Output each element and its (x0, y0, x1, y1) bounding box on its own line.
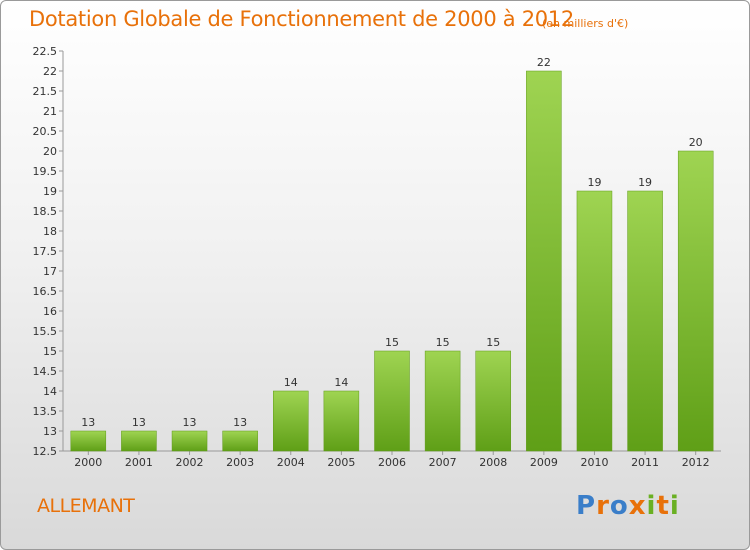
logo-letter: o (609, 491, 629, 521)
y-tick-label: 19.5 (33, 165, 58, 178)
logo-letter: t (656, 491, 670, 521)
x-tick-label: 2011 (631, 456, 659, 469)
data-label: 13 (183, 416, 197, 429)
y-tick-label: 22.5 (33, 45, 58, 58)
bar (576, 190, 613, 452)
y-tick-label: 19 (43, 185, 57, 198)
y-tick-label: 20.5 (33, 125, 58, 138)
y-tick-label: 16.5 (33, 285, 58, 298)
data-label: 19 (587, 176, 601, 189)
data-label: 15 (486, 336, 500, 349)
data-label: 19 (638, 176, 652, 189)
x-tick-label: 2006 (378, 456, 406, 469)
x-tick-label: 2003 (226, 456, 254, 469)
bar (323, 390, 360, 452)
bar (627, 190, 663, 452)
x-tick-label: 2000 (74, 456, 102, 469)
x-tick-label: 2008 (479, 456, 507, 469)
y-tick-label: 17 (43, 265, 57, 278)
data-label: 13 (233, 416, 247, 429)
x-tick-label: 2002 (176, 456, 204, 469)
x-tick-label: 2010 (580, 456, 608, 469)
y-tick-label: 21 (43, 105, 57, 118)
data-label: 15 (436, 336, 450, 349)
bar (526, 70, 562, 452)
x-tick-label: 2007 (429, 456, 457, 469)
y-tick-label: 21.5 (33, 85, 58, 98)
bar (171, 430, 208, 452)
x-tick-label: 2012 (682, 456, 710, 469)
data-label: 13 (132, 416, 146, 429)
logo-letter: i (646, 491, 657, 521)
labels: 2000 13 2001 13 2002 13 2003 13 2004 14 2005 14 2006… (74, 56, 709, 469)
y-tick-label: 14.5 (33, 365, 58, 378)
x-tick-label: 2001 (125, 456, 153, 469)
bar (121, 430, 157, 452)
y-tick-label: 15 (43, 345, 57, 358)
bar (273, 390, 309, 452)
proxiti-logo[interactable]: Proxiti (576, 491, 680, 521)
chart-unit-note: (en milliers d'€) (542, 17, 629, 30)
data-label: 14 (284, 376, 298, 389)
y-tick-label: 15.5 (33, 325, 58, 338)
bar (475, 350, 511, 452)
data-label: 13 (81, 416, 95, 429)
y-tick-label: 13.5 (33, 405, 58, 418)
chart-title: Dotation Globale de Fonctionnement de 20… (29, 7, 574, 31)
logo-letter: P (576, 491, 597, 521)
logo-letter: x (628, 491, 647, 521)
y-tick-label: 17.5 (33, 245, 58, 258)
logo-letter: r (596, 491, 610, 521)
bar (222, 430, 258, 452)
x-tick-label: 2009 (530, 456, 558, 469)
commune-name: ALLEMANT (37, 495, 135, 517)
bars (70, 70, 714, 452)
bar (70, 430, 107, 452)
logo-letter: i (669, 491, 680, 521)
y-tick-label: 13 (43, 425, 57, 438)
y-tick-label: 14 (43, 385, 57, 398)
y-tick-label: 20 (43, 145, 57, 158)
bar (374, 350, 410, 452)
y-tick-label: 16 (43, 305, 57, 318)
y-tick-label: 18.5 (33, 205, 58, 218)
data-label: 14 (334, 376, 348, 389)
bar (424, 350, 461, 452)
data-label: 22 (537, 56, 551, 69)
data-label: 20 (689, 136, 703, 149)
x-tick-label: 2004 (277, 456, 305, 469)
axes: 12.5 13 13.5 14 14.5 15 15.5 16 16.5 17 17.5 18 18.5… (33, 45, 721, 458)
y-tick-label: 12.5 (33, 445, 58, 458)
y-tick-label: 18 (43, 225, 57, 238)
bar (677, 150, 714, 452)
data-label: 15 (385, 336, 399, 349)
x-tick-label: 2005 (327, 456, 355, 469)
y-tick-label: 22 (43, 65, 57, 78)
